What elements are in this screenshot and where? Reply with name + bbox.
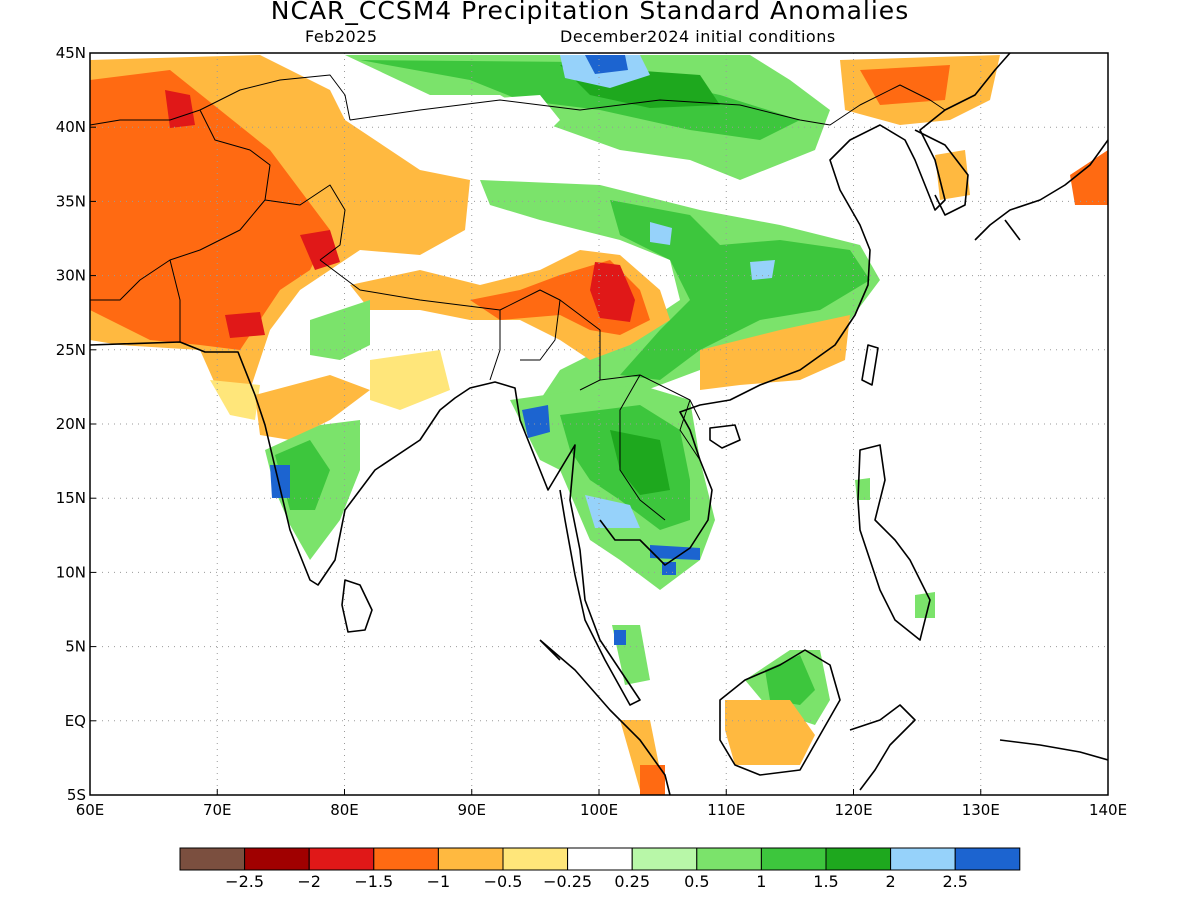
coastline-sulawesi: [849, 704, 916, 791]
colorbar-tick-label: 2.5: [942, 872, 968, 891]
x-tick-label: 100E: [580, 801, 618, 819]
colorbar-tick-label: −1.5: [354, 872, 394, 891]
y-tick-label: EQ: [65, 712, 86, 730]
colorbar-tick-label: −2.5: [225, 872, 265, 891]
colorbar-swatch: [760, 847, 827, 871]
anomaly-region-korea-core: [860, 65, 950, 105]
colorbar-tick-label: −1: [426, 872, 451, 891]
y-tick-label: 15N: [56, 489, 86, 507]
forecast-month: Feb2025: [305, 27, 378, 46]
chart-title: NCAR_CCSM4 Precipitation Standard Anomal…: [270, 0, 910, 25]
y-tick-label: 30N: [56, 267, 86, 285]
border-lines: [90, 74, 946, 521]
colorbar-tick-label: 0.5: [684, 872, 710, 891]
anomaly-region-borneo-dry: [725, 700, 815, 765]
y-tick-label: 5S: [67, 786, 86, 804]
coastlines: [90, 53, 1108, 795]
colorbar-swatch: [179, 847, 246, 871]
x-tick-label: 130E: [962, 801, 1000, 819]
colorbar-tick-label: 2: [885, 872, 896, 891]
anomaly-region-mongolia: [345, 55, 830, 180]
y-tick-label: 35N: [56, 192, 86, 210]
coastline-sri-lanka: [341, 579, 373, 633]
y-tick-label: 45N: [56, 44, 86, 62]
gridlines: [90, 53, 1108, 795]
colorbar-tick-label: −2: [297, 872, 321, 891]
anomaly-region-japan: [1070, 150, 1108, 205]
x-tick-label: 110E: [707, 801, 745, 819]
coastline-japan: [974, 139, 1108, 241]
y-tick-label: 20N: [56, 415, 86, 433]
colorbar-tick-label: 0.25: [614, 872, 650, 891]
coastline-philippines: [857, 444, 931, 641]
anomaly-region-central-china-peak: [650, 222, 775, 280]
colorbar-tick-label: 1: [756, 872, 767, 891]
coastline-korea: [914, 129, 969, 216]
coastline-asia: [90, 53, 1011, 706]
y-tick-label: 5N: [65, 638, 86, 656]
colorbar-swatch: [244, 847, 310, 871]
anomaly-region-sw-coast: [210, 380, 260, 420]
colorbar-swatch: [954, 847, 1021, 871]
anomaly-region-philippines: [855, 478, 935, 618]
y-tick-label: 25N: [56, 341, 86, 359]
anomaly-region-sumatra-core: [640, 765, 665, 795]
anomaly-region-indochina-peak: [610, 430, 670, 495]
x-axis: 60E 70E 80E 90E 100E 110E 120E 130E 140E: [76, 789, 1127, 819]
anomaly-region-near-normal: [470, 95, 560, 160]
anomaly-field: [90, 55, 1108, 795]
anomaly-region-india-peak: [270, 465, 290, 498]
x-tick-label: 140E: [1089, 801, 1127, 819]
x-tick-label: 90E: [457, 801, 486, 819]
anomaly-region-myanmar-peak: [522, 405, 550, 438]
y-axis: 45N 40N 35N 30N 25N 20N 15N 10N 5N EQ 5S: [56, 44, 96, 804]
anomaly-region-india-central: [370, 350, 450, 410]
colorbar-swatch: [696, 847, 762, 871]
colorbar-tick-label: 1.5: [813, 872, 839, 891]
coastline-hainan: [709, 424, 741, 449]
anomaly-region-cambodia-peak: [650, 545, 700, 575]
colorbar-swatch: [502, 847, 569, 871]
anomaly-region-malaya-peak: [614, 630, 626, 645]
colorbar-swatch: [308, 847, 375, 871]
x-tick-label: 120E: [834, 801, 872, 819]
coastline-taiwan: [861, 344, 879, 386]
anomaly-region-mongolia-max2: [585, 55, 628, 74]
colorbar-swatch: [437, 847, 504, 871]
coastline-borneo: [719, 649, 841, 776]
country-borders: [90, 74, 946, 521]
initial-conditions: December2024 initial conditions: [560, 27, 836, 46]
anomaly-region-south-china: [700, 315, 850, 390]
anomaly-region-mongolia-core: [360, 60, 800, 140]
x-tick-label: 60E: [76, 801, 105, 819]
colorbar-tick-label: −0.25: [543, 872, 593, 891]
colorbar-swatch: [890, 847, 956, 871]
anomaly-region-tibet-peak: [590, 262, 635, 322]
coastline-new-guinea: [999, 739, 1108, 761]
anomaly-region-borneo-wet-core: [765, 655, 815, 705]
anomaly-region-west-asia-core: [90, 70, 330, 350]
colorbar-swatch: [825, 847, 892, 871]
colorbar: [179, 847, 1021, 871]
colorbar-swatch: [631, 847, 698, 871]
colorbar-swatch: [373, 847, 439, 871]
colorbar-tick-label: −0.5: [483, 872, 523, 891]
anomaly-region-korea-south: [935, 150, 970, 200]
y-tick-label: 10N: [56, 563, 86, 581]
anomaly-region-india-north: [310, 300, 370, 360]
coastline-sumatra: [539, 639, 671, 795]
anomaly-region-india-west: [255, 375, 370, 440]
y-tick-label: 40N: [56, 118, 86, 136]
anomaly-region-west-asia-peak: [165, 90, 340, 338]
anomaly-region-central-china-core: [610, 200, 870, 380]
x-tick-label: 80E: [330, 801, 359, 819]
colorbar-swatch: [567, 847, 633, 871]
x-tick-label: 70E: [203, 801, 232, 819]
